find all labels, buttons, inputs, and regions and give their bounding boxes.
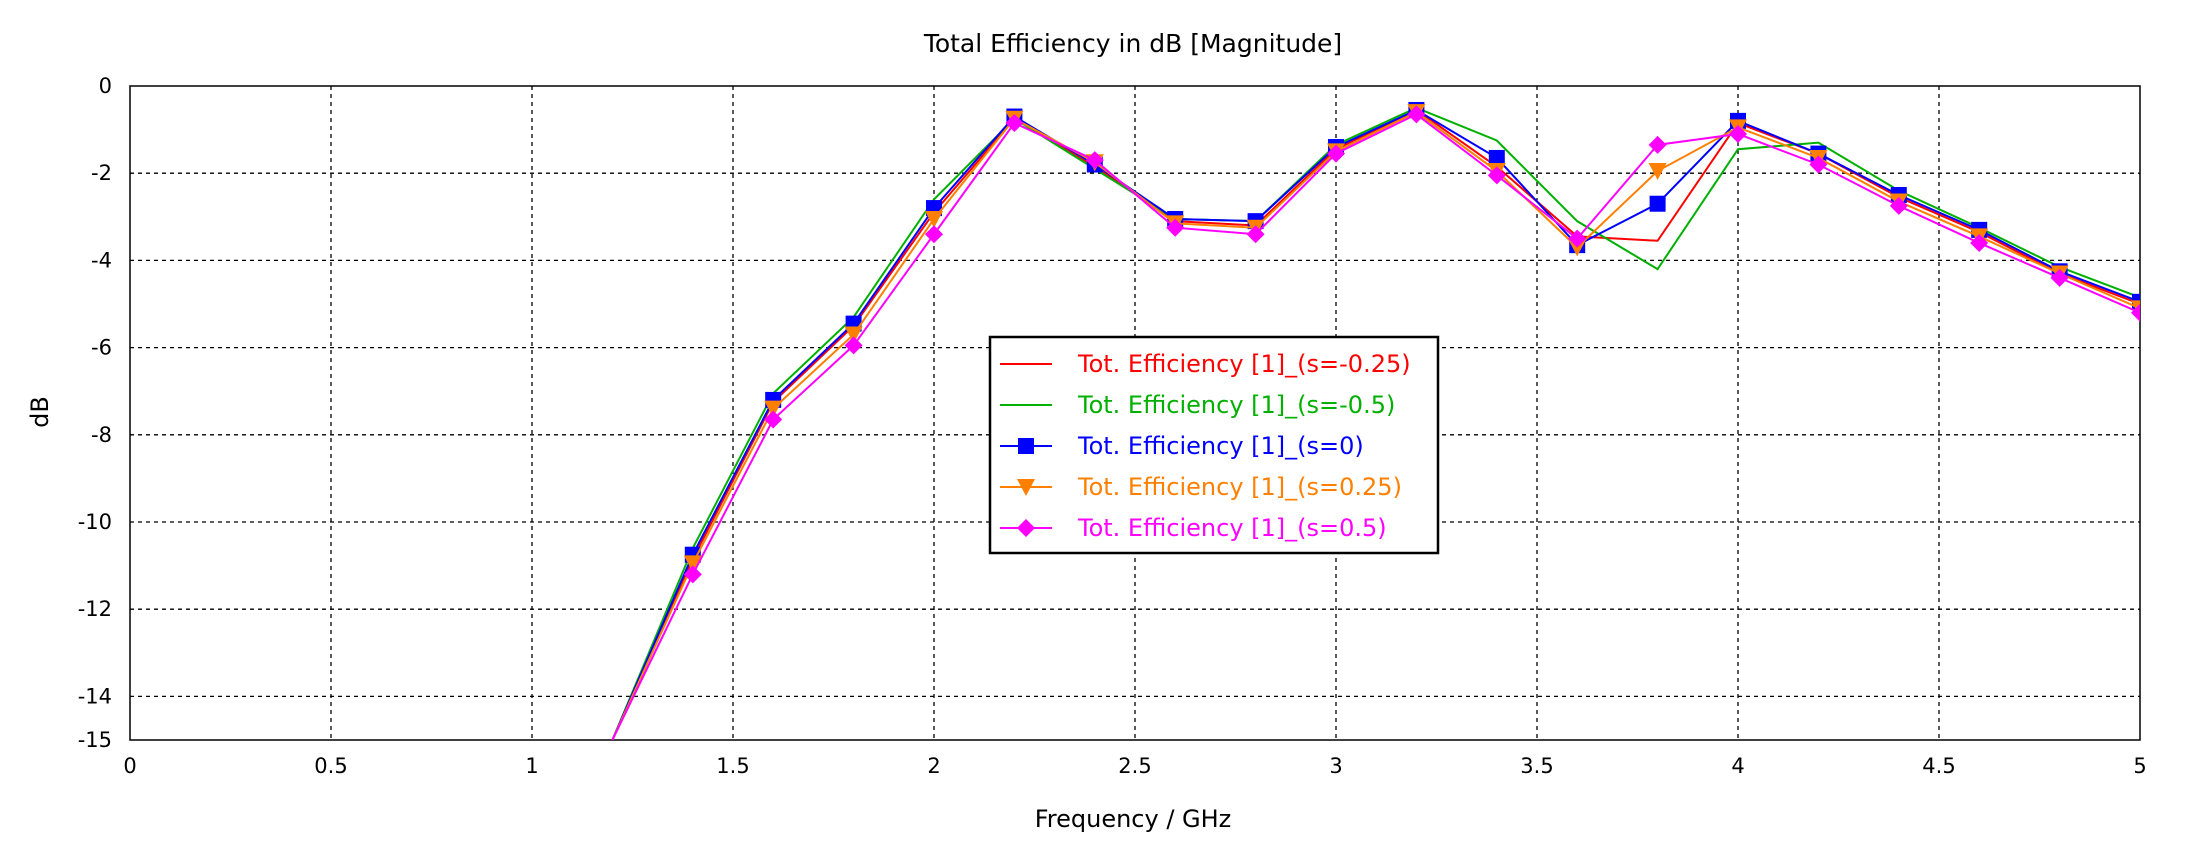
chart-title: Total Efficiency in dB [Magnitude]	[923, 29, 1342, 58]
legend-label: Tot. Efficiency [1]_(s=-0.5)	[1077, 391, 1395, 419]
series-line	[611, 110, 2140, 740]
x-tick-label: 1	[525, 754, 538, 778]
series-point	[925, 210, 943, 228]
series-point	[764, 410, 783, 429]
y-tick-label: -8	[91, 423, 112, 447]
series-point	[1649, 195, 1666, 212]
legend-swatch-marker	[1018, 438, 1034, 454]
series-point	[1648, 135, 1667, 154]
series-point	[2050, 268, 2069, 287]
x-tick-label: 3.5	[1520, 754, 1553, 778]
series-point	[1889, 196, 1908, 215]
y-tick-label: -2	[91, 161, 112, 185]
series-point	[683, 555, 702, 573]
x-axis-title: Frequency / GHz	[1035, 805, 1232, 833]
series-line	[611, 106, 2140, 740]
plot-frame	[129, 85, 2141, 741]
series-line	[611, 108, 2140, 740]
y-tick-label: -6	[91, 336, 112, 360]
x-tick-label: 3	[1329, 754, 1342, 778]
legend: Tot. Efficiency [1]_(s=-0.25) Tot. Effici…	[988, 335, 1440, 555]
series-point	[1568, 229, 1587, 248]
series-point	[1970, 233, 1989, 252]
series-point	[1729, 124, 1747, 143]
x-axis-ticks: 0 0.5 1 1.5 2 2.5 3 3.5 4 4.5 5	[123, 754, 2146, 778]
y-tick-label: -14	[78, 684, 112, 708]
series-point	[1166, 218, 1185, 237]
legend-item: Tot. Efficiency [1]_(s=0)	[1000, 432, 1364, 460]
legend-swatch-marker	[1017, 519, 1035, 537]
y-tick-label: 0	[99, 74, 112, 98]
series-point	[1648, 163, 1667, 181]
x-tick-label: 0.5	[314, 754, 347, 778]
legend-box	[988, 335, 1440, 555]
x-tick-label: 4.5	[1922, 754, 1955, 778]
legend-swatch-marker	[1017, 479, 1035, 496]
x-tick-label: 2	[927, 754, 940, 778]
series-point	[1327, 144, 1345, 163]
legend-label: Tot. Efficiency [1]_(s=-0.25)	[1077, 350, 1411, 378]
series-layer	[611, 101, 2140, 740]
x-tick-label: 2.5	[1118, 754, 1151, 778]
x-tick-label: 0	[123, 754, 136, 778]
series-point	[1568, 239, 1587, 257]
legend-item: Tot. Efficiency [1]_(s=0.5)	[1000, 514, 1387, 542]
x-tick-label: 1.5	[716, 754, 749, 778]
legend-label: Tot. Efficiency [1]_(s=0.5)	[1077, 514, 1387, 542]
legend-item: Tot. Efficiency [1]_(s=-0.5)	[1000, 391, 1395, 419]
series-point	[844, 326, 863, 344]
series-1	[611, 106, 2140, 740]
x-tick-label: 5	[2133, 754, 2146, 778]
x-tick-label: 4	[1731, 754, 1744, 778]
series-point	[1407, 105, 1426, 124]
legend-label: Tot. Efficiency [1]_(s=0.25)	[1077, 473, 1402, 501]
series-point	[1085, 151, 1104, 170]
legend-item: Tot. Efficiency [1]_(s=0.25)	[1000, 473, 1402, 501]
series-point	[1005, 114, 1024, 133]
series-point	[683, 565, 702, 584]
series-4	[611, 105, 2140, 740]
y-tick-label: -12	[78, 597, 112, 621]
series-point	[925, 225, 943, 244]
y-tick-label: -10	[78, 510, 112, 534]
series-point	[1809, 155, 1828, 174]
legend-label: Tot. Efficiency [1]_(s=0)	[1077, 432, 1364, 460]
y-axis-title: dB	[26, 396, 54, 428]
series-point	[1487, 166, 1506, 185]
series-point	[1246, 225, 1265, 244]
series-point	[1488, 149, 1505, 166]
series-line	[611, 113, 2140, 740]
y-tick-label: -15	[78, 728, 112, 752]
series-point	[764, 400, 783, 418]
series-point	[2131, 303, 2140, 322]
series-point	[844, 336, 863, 355]
y-axis-ticks: 0 -2 -4 -6 -8 -10 -12 -14 -15	[78, 74, 112, 752]
y-tick-label: -4	[91, 248, 112, 272]
legend-item: Tot. Efficiency [1]_(s=-0.25)	[1000, 350, 1411, 378]
grid	[130, 86, 2140, 740]
